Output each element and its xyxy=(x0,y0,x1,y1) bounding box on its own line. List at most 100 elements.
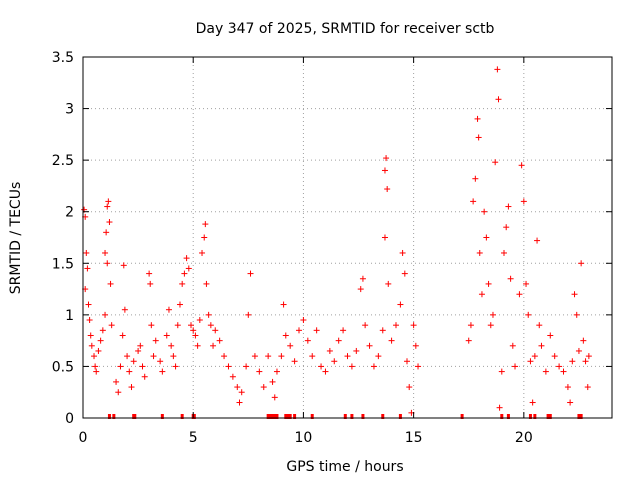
data-point xyxy=(370,363,377,370)
data-point xyxy=(121,306,128,313)
data-point xyxy=(139,363,146,370)
data-point xyxy=(415,363,422,370)
data-point xyxy=(137,342,144,349)
zero-marker xyxy=(160,414,164,419)
data-point xyxy=(146,270,153,277)
data-point xyxy=(83,249,90,256)
data-point xyxy=(573,311,580,318)
data-point xyxy=(379,327,386,334)
data-point xyxy=(353,347,360,354)
zero-marker xyxy=(275,414,279,419)
x-tick-label: 20 xyxy=(515,430,533,446)
data-point xyxy=(313,327,320,334)
data-point xyxy=(104,203,111,210)
zero-marker xyxy=(180,414,184,419)
data-point xyxy=(97,337,104,344)
data-point xyxy=(150,353,157,360)
data-point xyxy=(475,134,482,141)
zero-marker xyxy=(361,414,365,419)
data-point xyxy=(404,358,411,365)
data-point xyxy=(251,353,258,360)
zero-marker xyxy=(350,414,354,419)
data-point xyxy=(467,322,474,329)
data-point xyxy=(304,337,311,344)
data-point xyxy=(509,342,516,349)
data-point xyxy=(179,280,186,287)
data-point xyxy=(569,358,576,365)
data-point xyxy=(516,291,523,298)
data-point xyxy=(265,353,272,360)
zero-marker xyxy=(286,414,290,419)
data-point xyxy=(278,353,285,360)
data-point xyxy=(216,337,223,344)
data-point xyxy=(335,337,342,344)
data-point xyxy=(523,280,530,287)
data-point xyxy=(201,234,208,241)
axis-ticks xyxy=(82,56,612,419)
data-point xyxy=(529,399,536,406)
data-point xyxy=(492,159,499,166)
data-point xyxy=(388,337,395,344)
x-tick-label: 10 xyxy=(295,430,313,446)
y-tick-label: 2.5 xyxy=(52,153,74,169)
data-point xyxy=(470,198,477,205)
data-point xyxy=(296,327,303,334)
zero-marker xyxy=(577,414,581,419)
data-point xyxy=(102,311,109,318)
data-point xyxy=(582,358,589,365)
data-point xyxy=(106,219,113,226)
data-point xyxy=(567,399,574,406)
data-point xyxy=(476,249,483,256)
y-axis-label: SRMTID / TECUs xyxy=(8,182,24,295)
data-point xyxy=(185,265,192,272)
x-tick-label: 15 xyxy=(405,430,423,446)
data-point xyxy=(498,368,505,375)
zero-marker xyxy=(273,414,277,419)
data-point xyxy=(503,224,510,231)
data-point xyxy=(474,115,481,122)
data-point xyxy=(534,237,541,244)
zero-marker xyxy=(533,414,537,419)
x-axis-label: GPS time / hours xyxy=(286,459,403,475)
data-point xyxy=(531,353,538,360)
data-point xyxy=(105,198,112,205)
data-point xyxy=(141,373,148,380)
data-point xyxy=(86,317,93,324)
x-tick-label: 5 xyxy=(189,430,198,446)
data-point xyxy=(103,229,110,236)
data-point xyxy=(362,322,369,329)
data-point xyxy=(256,368,263,375)
data-point xyxy=(159,368,166,375)
data-point xyxy=(102,249,109,256)
data-point xyxy=(359,275,366,282)
zero-marker xyxy=(107,414,111,419)
data-point xyxy=(243,363,250,370)
data-point xyxy=(247,270,254,277)
data-point xyxy=(512,363,519,370)
data-point xyxy=(410,322,417,329)
data-point xyxy=(245,311,252,318)
data-point xyxy=(135,347,142,354)
data-point xyxy=(375,353,382,360)
data-point xyxy=(348,363,355,370)
data-point xyxy=(165,306,172,313)
data-point xyxy=(172,363,179,370)
data-point xyxy=(199,249,206,256)
data-point xyxy=(538,342,545,349)
zero-marker xyxy=(268,414,272,419)
data-point xyxy=(147,280,154,287)
data-point xyxy=(95,347,102,354)
data-point xyxy=(260,384,267,391)
chart-title: Day 347 of 2025, SRMTID for receiver sct… xyxy=(196,21,495,37)
data-point xyxy=(188,322,195,329)
data-point xyxy=(207,322,214,329)
data-point xyxy=(99,327,106,334)
data-point xyxy=(366,342,373,349)
data-point xyxy=(551,353,558,360)
data-point xyxy=(520,198,527,205)
zero-marker xyxy=(579,414,583,419)
data-point xyxy=(280,301,287,308)
data-point xyxy=(465,337,472,344)
data-point xyxy=(236,399,243,406)
